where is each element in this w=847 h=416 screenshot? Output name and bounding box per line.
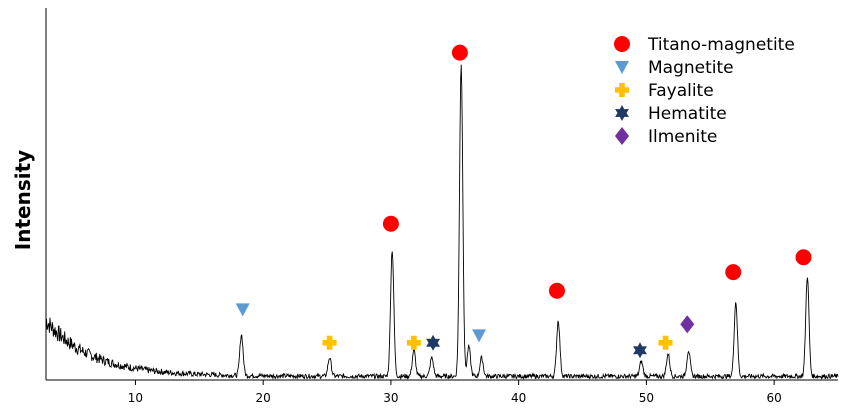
legend-ilmenite-label: Ilmenite	[648, 127, 717, 147]
fayalite-marker	[658, 335, 673, 350]
magnetite-marker	[472, 329, 487, 343]
hematite-marker	[426, 334, 440, 351]
titano-magnetite-marker	[795, 249, 812, 266]
titano-magnetite-marker	[382, 215, 399, 232]
diffraction-pattern-line	[45, 64, 839, 381]
x-tick-label: 30	[383, 391, 398, 405]
x-tick-label: 40	[511, 391, 526, 405]
legend-fayalite-marker	[615, 83, 629, 97]
x-tick-label: 60	[766, 391, 781, 405]
hematite-marker	[633, 342, 647, 359]
x-tick-label: 20	[256, 391, 271, 405]
legend-ilmenite-marker	[615, 127, 629, 145]
magnetite-marker	[235, 303, 250, 317]
titano-magnetite-marker	[725, 264, 742, 281]
legend-titano-magnetite-label: Titano-magnetite	[647, 35, 795, 55]
legend-titano-magnetite-marker	[614, 36, 630, 52]
titano-magnetite-marker	[548, 282, 565, 299]
legend-hematite-marker	[615, 105, 629, 121]
ilmenite-marker	[680, 315, 695, 334]
fayalite-marker	[322, 335, 337, 350]
y-axis-label: Intensity	[11, 150, 35, 250]
phase-markers	[235, 44, 812, 359]
x-tick-label: 10	[128, 391, 143, 405]
legend-hematite-label: Hematite	[648, 104, 727, 124]
legend-magnetite-label: Magnetite	[648, 58, 734, 78]
fayalite-marker	[406, 335, 421, 350]
legend: Titano-magnetite Magnetite Fayalite Hematit…	[614, 35, 795, 147]
x-axis-ticks: 10 20 30 40 50 60	[128, 380, 782, 405]
legend-magnetite-marker	[615, 61, 629, 74]
x-tick-label: 50	[639, 391, 654, 405]
legend-fayalite-label: Fayalite	[648, 81, 714, 101]
titano-magnetite-marker	[451, 44, 468, 61]
